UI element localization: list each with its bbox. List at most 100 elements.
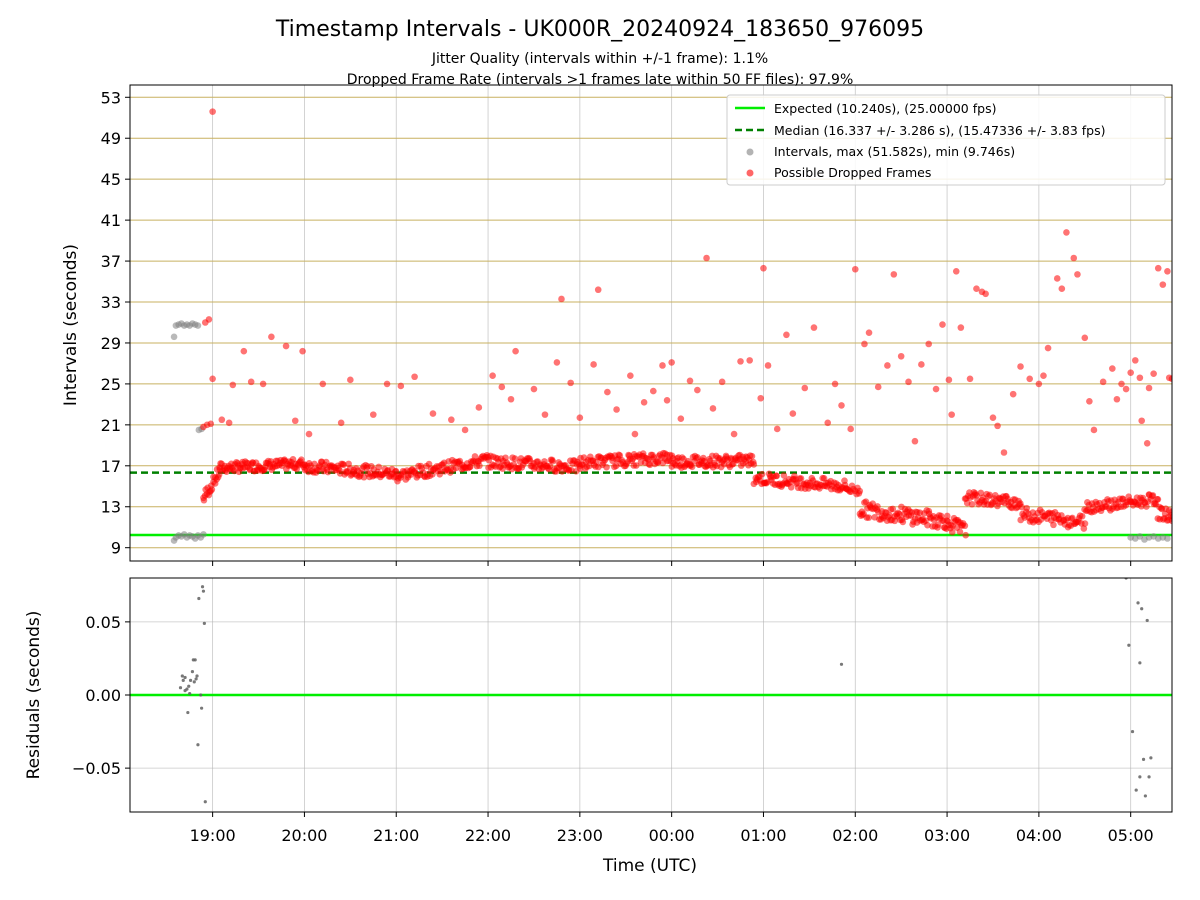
interval-point [1164, 535, 1171, 542]
dropped-frame-point [1009, 390, 1017, 398]
dropped-frame-point [1164, 268, 1171, 275]
dropped-frame-point [1136, 374, 1144, 382]
dropped-frame-point [1183, 521, 1190, 528]
dropped-frame-point [750, 461, 758, 468]
residual-point [181, 678, 185, 682]
top-y-tick-label: 41 [101, 211, 121, 230]
dropped-frame-point [397, 382, 405, 390]
x-tick-label: 03:00 [924, 826, 970, 845]
dropped-frame-point [1145, 384, 1153, 392]
dropped-frame-point [1185, 505, 1192, 512]
dropped-frame-point [934, 521, 942, 529]
dropped-frame-point [1192, 373, 1199, 380]
dropped-frame-point [874, 383, 882, 391]
x-tick-label: 05:00 [1108, 826, 1154, 845]
dropped-frame-point [209, 375, 216, 383]
dropped-frame-point [247, 378, 255, 386]
dropped-frame-point [340, 461, 347, 469]
dropped-frame-point [425, 460, 433, 468]
bottom-y-tick-label: −0.05 [72, 759, 121, 778]
top-y-tick-label: 45 [101, 170, 121, 189]
dropped-frame-point [1192, 509, 1199, 516]
dropped-frame-point [982, 290, 989, 298]
dropped-frame-point [207, 420, 215, 428]
top-y-tick-label: 53 [101, 88, 121, 107]
legend-intervals-label: Intervals, max (51.582s), min (9.746s) [774, 144, 1015, 159]
dropped-frame-point [659, 362, 666, 369]
dropped-frame-point [1194, 510, 1200, 517]
dropped-frame-point [590, 361, 597, 368]
dropped-frame-point [797, 475, 805, 482]
dropped-frame-point [703, 254, 710, 262]
residual-point [188, 678, 193, 682]
dropped-frame-point [498, 383, 506, 391]
top-y-tick-label: 37 [101, 252, 121, 271]
dropped-frame-point [549, 457, 556, 465]
residual-point [197, 596, 201, 601]
dropped-frame-point [773, 425, 781, 433]
dropped-frame-point [604, 388, 611, 396]
dropped-frame-point [890, 271, 898, 278]
dropped-frame-point [1176, 520, 1183, 527]
dropped-frame-point [1178, 509, 1185, 516]
dropped-frame-point [911, 437, 919, 445]
dropped-frame-point [1026, 375, 1034, 383]
dropped-frame-point [961, 522, 969, 530]
dropped-frame-point [649, 387, 657, 395]
dropped-frame-point [943, 512, 951, 520]
dropped-frame-point [209, 108, 216, 115]
dropped-frame-point [889, 505, 897, 513]
dropped-frame-point [627, 372, 634, 380]
dropped-frame-point [347, 376, 354, 384]
dropped-frame-point [924, 521, 931, 529]
residuals-panel: −0.05 0.00 0.05 [72, 577, 1173, 813]
x-axis-label: Time (UTC) [602, 856, 697, 876]
dropped-frame-point [1159, 281, 1167, 288]
residual-point [1141, 757, 1146, 761]
dropped-frame-point [594, 286, 602, 294]
dropped-frame-point [709, 405, 717, 412]
legend-dropped-swatch [746, 169, 754, 177]
dropped-frame-point [957, 324, 965, 331]
residual-point [1136, 601, 1140, 605]
residual-point [1145, 618, 1149, 623]
dropped-frame-point [810, 324, 818, 331]
dropped-frame-point [1174, 519, 1181, 526]
dropped-frame-point [925, 340, 933, 348]
dropped-frame-point [1172, 508, 1179, 515]
chart-subtitle-jitter: Jitter Quality (intervals within +/-1 fr… [431, 51, 768, 67]
dropped-frame-point [268, 333, 275, 341]
dropped-frame-point [1196, 504, 1200, 511]
dropped-frame-point [989, 414, 997, 421]
dropped-frame-point [305, 430, 313, 438]
dropped-frame-point [429, 410, 437, 417]
residual-point [200, 585, 205, 589]
residual-point [180, 674, 184, 678]
dropped-frame-point [783, 331, 790, 339]
top-y-tick-label: 25 [101, 375, 121, 394]
legend-expected-label: Expected (10.240s), (25.00000 fps) [774, 101, 996, 116]
dropped-frame-point [1182, 513, 1189, 520]
x-tick-label: 20:00 [281, 826, 327, 845]
dropped-frame-point [688, 463, 696, 471]
dropped-frame-point [558, 295, 565, 303]
dropped-frame-point [475, 404, 483, 411]
dropped-frame-point [631, 430, 639, 438]
dropped-frame-point [789, 410, 797, 417]
dropped-frame-point [324, 468, 332, 476]
dropped-frame-point [1044, 344, 1052, 352]
dropped-frame-point [1175, 510, 1182, 517]
residual-point [186, 710, 190, 715]
dropped-frame-point [1150, 370, 1157, 377]
dropped-frame-point [240, 347, 248, 355]
dropped-frame-point [1081, 334, 1089, 342]
dropped-frame-point [646, 461, 654, 469]
dropped-frame-point [1176, 515, 1183, 522]
dropped-frame-point [994, 422, 1001, 430]
dropped-frame-point [1035, 380, 1043, 388]
dropped-frame-point [259, 380, 267, 388]
dropped-frame-point [1040, 372, 1047, 380]
dropped-frame-point [461, 426, 469, 434]
dropped-frame-point [1143, 503, 1150, 510]
